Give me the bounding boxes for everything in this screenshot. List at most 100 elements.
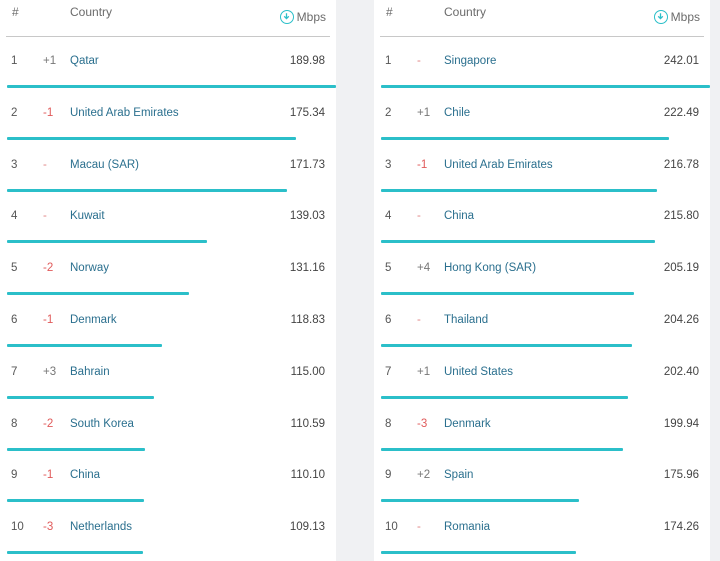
- row-speed-value: 202.40: [663, 365, 699, 378]
- row-rank: 9: [385, 469, 392, 482]
- download-circle-icon: [653, 10, 668, 24]
- row-rank-change: -: [417, 314, 421, 326]
- speed-bar: [7, 499, 144, 503]
- table-row: 2 +1 Chile 222.49: [380, 89, 704, 141]
- row-rank: 4: [385, 210, 392, 223]
- speed-bar: [7, 551, 143, 555]
- row-speed-value: 204.26: [663, 314, 699, 326]
- row-country-link[interactable]: Netherlands: [70, 521, 133, 534]
- speed-bar: [7, 85, 336, 88]
- row-country-link[interactable]: Romania: [444, 521, 491, 534]
- row-rank-change: -: [417, 210, 421, 223]
- row-rank: 5: [385, 262, 392, 275]
- header-unit: Mbps: [279, 10, 326, 24]
- row-country-link[interactable]: South Korea: [70, 417, 134, 430]
- ranking-panel-right: # Country Mbps 1 - Singapore 242.01 2 +1 Chile…: [374, 0, 710, 561]
- row-rank-change: -3: [43, 521, 54, 534]
- table-row: 2 -1 United Arab Emirates 175.34: [6, 89, 330, 141]
- table-row: 3 -1 United Arab Emirates 216.78: [380, 141, 704, 193]
- header-country: Country: [70, 5, 113, 19]
- row-speed-value: 175.34: [289, 106, 325, 119]
- table-row: 1 - Singapore 242.01: [380, 37, 710, 89]
- row-country-link[interactable]: Hong Kong (SAR): [444, 262, 537, 275]
- header-unit-label: Mbps: [296, 10, 326, 24]
- row-rank-change: -1: [417, 158, 428, 171]
- row-speed-value: 110.59: [290, 417, 325, 430]
- speed-bar: [381, 395, 628, 399]
- row-rank-change: +1: [43, 55, 57, 67]
- row-rank: 7: [11, 365, 18, 378]
- row-speed-value: 175.96: [663, 469, 699, 482]
- row-country-link[interactable]: United States: [444, 365, 514, 378]
- row-speed-value: 189.98: [289, 55, 325, 67]
- row-country-link[interactable]: Spain: [444, 469, 474, 482]
- row-country-link[interactable]: China: [70, 469, 101, 482]
- header-rank: #: [12, 5, 19, 19]
- row-country-link[interactable]: United Arab Emirates: [444, 158, 553, 171]
- speed-bar: [7, 188, 287, 192]
- row-rank-change: -: [43, 158, 47, 171]
- table-row: 5 +4 Hong Kong (SAR) 205.19: [380, 244, 704, 296]
- row-speed-value: 242.01: [663, 55, 699, 67]
- row-rank-change: +1: [417, 365, 431, 378]
- row-country-link[interactable]: Denmark: [444, 417, 491, 430]
- row-speed-value: 199.94: [663, 417, 699, 430]
- table-row: 9 +2 Spain 175.96: [380, 451, 704, 503]
- row-speed-value: 115.00: [290, 365, 325, 378]
- row-rank: 6: [11, 314, 18, 326]
- row-country-link[interactable]: Chile: [444, 106, 471, 119]
- speed-bar: [7, 447, 145, 451]
- row-rank: 9: [11, 469, 18, 482]
- row-speed-value: 109.13: [289, 521, 325, 534]
- speed-bar: [7, 292, 189, 296]
- table-row: 10 - Romania 174.26: [380, 503, 704, 555]
- header-country: Country: [444, 5, 487, 19]
- row-rank-change: -1: [43, 106, 54, 119]
- row-rank: 4: [11, 210, 18, 223]
- row-country-link[interactable]: Singapore: [444, 55, 497, 67]
- row-rank-change: -: [417, 521, 421, 534]
- row-speed-value: 110.10: [290, 469, 325, 482]
- speed-bar: [7, 344, 162, 347]
- row-rank-change: -1: [43, 314, 54, 326]
- row-country-link[interactable]: Kuwait: [70, 210, 105, 223]
- table-header: # Country Mbps: [6, 0, 330, 37]
- ranking-panel-left: # Country Mbps 1 +1 Qatar 189.98 2 -1 United A…: [0, 0, 336, 561]
- row-country-link[interactable]: Denmark: [70, 314, 117, 326]
- download-circle-icon: [279, 10, 294, 24]
- table-row: 10 -3 Netherlands 109.13: [6, 503, 330, 555]
- row-rank: 10: [385, 521, 398, 534]
- row-country-link[interactable]: Thailand: [444, 314, 489, 326]
- speed-bar: [381, 344, 632, 347]
- header-rank: #: [386, 5, 393, 19]
- row-country-link[interactable]: United Arab Emirates: [70, 106, 179, 119]
- row-country-link[interactable]: Bahrain: [70, 365, 110, 378]
- table-row: 3 - Macau (SAR) 171.73: [6, 141, 330, 193]
- row-country-link[interactable]: Macau (SAR): [70, 158, 140, 171]
- row-country-link[interactable]: China: [444, 210, 475, 223]
- table-header: # Country Mbps: [380, 0, 704, 37]
- row-rank: 1: [385, 55, 392, 67]
- table-row: 1 +1 Qatar 189.98: [6, 37, 336, 89]
- row-speed-value: 215.80: [663, 210, 699, 223]
- row-rank: 10: [11, 521, 24, 534]
- table-row: 8 -2 South Korea 110.59: [6, 400, 330, 452]
- row-country-link[interactable]: Norway: [70, 262, 109, 275]
- table-row: 7 +1 United States 202.40: [380, 348, 704, 400]
- row-country-link[interactable]: Qatar: [70, 55, 99, 67]
- row-rank: 3: [385, 158, 392, 171]
- row-rank: 6: [385, 314, 392, 326]
- table-row: 5 -2 Norway 131.16: [6, 244, 330, 296]
- row-speed-value: 174.26: [663, 521, 699, 534]
- speed-bar: [7, 136, 296, 140]
- table-row: 6 -1 Denmark 118.83: [6, 296, 330, 348]
- speed-bar: [381, 499, 579, 503]
- speed-bar: [7, 240, 207, 244]
- speed-bar: [381, 447, 623, 451]
- row-rank: 8: [385, 417, 392, 430]
- speed-bar: [381, 292, 634, 296]
- row-rank-change: -2: [43, 262, 54, 275]
- row-speed-value: 222.49: [663, 106, 699, 119]
- row-rank: 7: [385, 365, 392, 378]
- row-speed-value: 139.03: [289, 210, 325, 223]
